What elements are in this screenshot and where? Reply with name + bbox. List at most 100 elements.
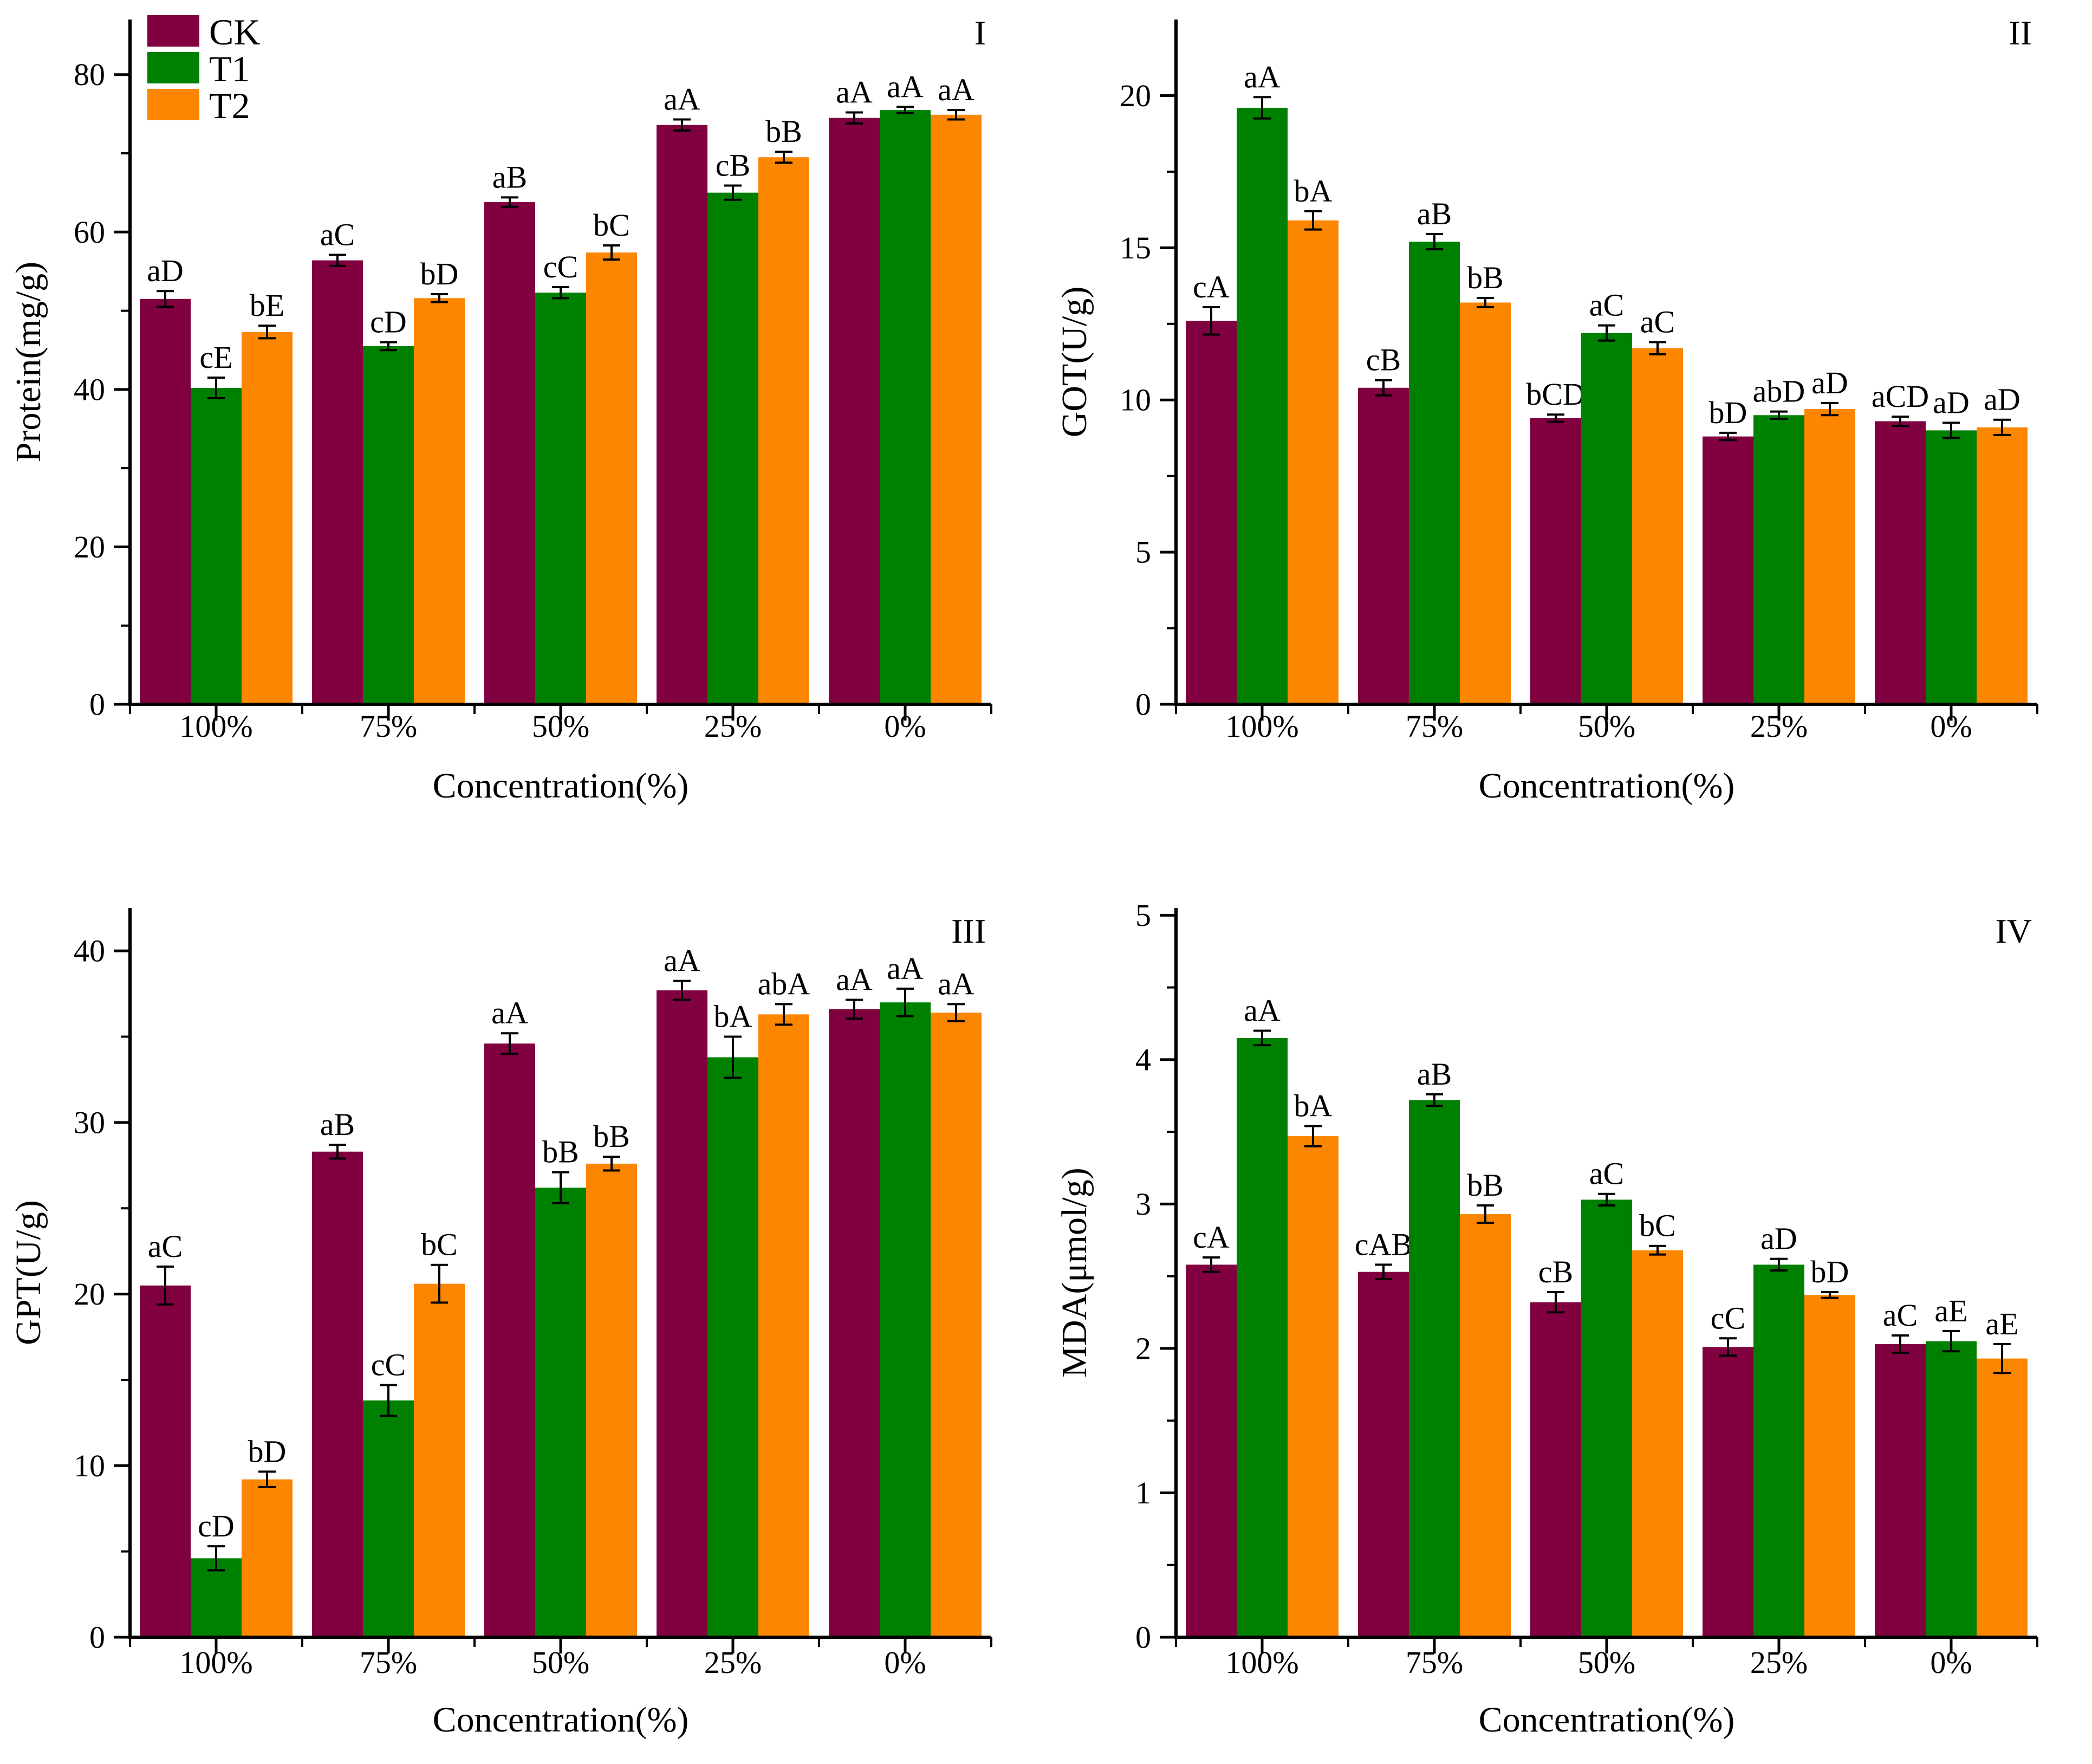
sig-label-T2-25%: bB	[765, 114, 802, 149]
bar-T1-25%	[707, 1057, 758, 1637]
error-bar-T1-0%	[896, 106, 914, 114]
bar-CK-25%	[657, 125, 707, 704]
error-bar-T2-75%	[1477, 297, 1494, 308]
bar-CK-75%	[1358, 387, 1409, 704]
panel-III-gpt-chart: aC aB aA aA aA cD cC bB bA aA bD bC bB abA aA 0 10 20 30 40…	[0, 882, 1046, 1764]
sig-label-CK-75%: aC	[320, 217, 355, 252]
y-tick-label: 4	[1135, 1042, 1151, 1077]
error-bar-CK-50%	[501, 1032, 518, 1055]
sig-label-T1-0%: aE	[1934, 1293, 1967, 1328]
sig-label-CK-0%: aC	[1883, 1298, 1918, 1333]
sig-label-T1-75%: cD	[370, 304, 407, 340]
bar-CK-25%	[1703, 436, 1753, 704]
y-tick-label: 40	[74, 933, 105, 969]
y-tick-label: 5	[1135, 535, 1151, 570]
x-tick-label: 25%	[704, 1645, 762, 1680]
bar-T2-0%	[931, 1013, 982, 1637]
sig-label-T1-50%: cC	[543, 249, 578, 284]
bar-T1-100%	[1237, 1037, 1288, 1637]
error-bar-T1-75%	[380, 341, 397, 352]
legend-label-CK: CK	[209, 11, 260, 53]
error-bar-T1-75%	[1426, 233, 1443, 251]
legend-swatch-CK	[147, 15, 199, 47]
bar-T2-25%	[1804, 409, 1855, 704]
error-bar-T1-100%	[1253, 96, 1271, 120]
sig-label-T1-100%: aA	[1244, 993, 1281, 1028]
bar-T1-75%	[363, 1400, 414, 1637]
sig-label-CK-100%: aC	[148, 1229, 183, 1264]
bar-T2-100%	[242, 332, 293, 704]
panel-I-protein-chart: aD aC aB aA aA cE cD cC cB aA bE bD bC bB aA 0 20 40 60 80 1…	[0, 0, 1046, 882]
panel-marker: II	[2009, 14, 2032, 52]
sig-label-CK-100%: aD	[147, 253, 184, 288]
bar-T2-25%	[758, 1014, 809, 1637]
sig-label-T2-50%: bB	[593, 1119, 630, 1154]
bar-T1-25%	[1753, 1264, 1804, 1637]
error-bar-T1-0%	[1942, 1330, 1960, 1353]
x-tick-label: 0%	[884, 1645, 926, 1680]
sig-label-CK-25%: bD	[1709, 395, 1747, 430]
sig-label-T1-50%: aC	[1589, 288, 1624, 323]
sig-label-T1-100%: aA	[1244, 59, 1281, 94]
bar-CK-0%	[1875, 421, 1926, 704]
panel-marker: I	[974, 14, 986, 52]
bar-T1-75%	[1409, 242, 1460, 704]
bar-T2-100%	[1288, 220, 1339, 705]
bar-CK-0%	[1875, 1344, 1926, 1637]
error-bar-T2-25%	[775, 1003, 792, 1026]
x-tick-label: 25%	[1750, 1645, 1808, 1680]
sig-label-T1-50%: bB	[542, 1134, 579, 1170]
error-bar-T1-0%	[1942, 421, 1960, 439]
error-bar-T2-0%	[1993, 1343, 2011, 1374]
bar-T2-50%	[1632, 348, 1683, 704]
error-bar-CK-75%	[329, 254, 346, 267]
bar-T1-25%	[707, 192, 758, 704]
error-bar-CK-0%	[1892, 416, 1909, 427]
error-bar-T2-75%	[431, 1263, 448, 1304]
error-bar-T2-50%	[603, 244, 620, 261]
sig-label-T2-75%: bC	[421, 1227, 458, 1262]
error-bar-T2-100%	[258, 1470, 276, 1488]
bar-T2-25%	[758, 157, 809, 704]
sig-label-CK-50%: aA	[491, 995, 528, 1030]
sig-label-CK-25%: cC	[1711, 1300, 1745, 1335]
error-bar-T1-25%	[1770, 410, 1788, 420]
error-bar-T2-100%	[1304, 1125, 1322, 1147]
sig-label-T2-0%: aE	[1985, 1306, 2018, 1341]
bar-T2-0%	[1977, 1358, 2028, 1637]
bar-T1-0%	[1926, 430, 1977, 704]
sig-label-T1-75%: aB	[1417, 196, 1452, 231]
sig-label-CK-75%: cB	[1366, 342, 1401, 378]
bar-T2-75%	[1460, 302, 1511, 704]
error-bar-CK-0%	[846, 111, 863, 125]
bar-T1-100%	[191, 387, 242, 704]
legend-swatch-T1	[147, 52, 199, 83]
y-tick-label: 10	[1120, 382, 1151, 418]
error-bar-CK-25%	[673, 118, 691, 132]
y-tick-label: 5	[1135, 898, 1151, 933]
error-bar-T1-100%	[207, 377, 225, 399]
error-bar-CK-50%	[501, 196, 518, 208]
bar-T1-0%	[880, 1002, 931, 1637]
panel-marker: III	[951, 912, 986, 950]
bar-CK-50%	[484, 1043, 535, 1637]
panel-IV-mda-chart: cA cAB cB cC aC aA aB aC aD aE bA bB bC bD aE 0 1 2 3 4 5 100…	[1046, 882, 2092, 1764]
error-bar-CK-25%	[673, 980, 691, 1001]
sig-label-CK-75%: cAB	[1355, 1227, 1412, 1262]
bar-CK-100%	[140, 1285, 191, 1637]
sig-label-T1-25%: cB	[716, 148, 750, 183]
error-bar-T2-25%	[1821, 401, 1838, 417]
error-bar-CK-100%	[1203, 306, 1220, 336]
bar-T1-50%	[1581, 1199, 1632, 1637]
error-bar-T2-25%	[775, 151, 792, 164]
x-tick-label: 50%	[1578, 1645, 1635, 1680]
error-bar-T1-25%	[724, 184, 742, 201]
y-tick-label: 3	[1135, 1186, 1151, 1222]
sig-label-T1-25%: bA	[714, 999, 752, 1034]
sig-label-T1-75%: aB	[1417, 1056, 1452, 1092]
sig-label-T2-100%: bE	[250, 288, 284, 323]
bar-T1-75%	[1409, 1100, 1460, 1637]
error-bar-CK-75%	[329, 1144, 346, 1160]
sig-label-T1-25%: abD	[1753, 374, 1805, 409]
